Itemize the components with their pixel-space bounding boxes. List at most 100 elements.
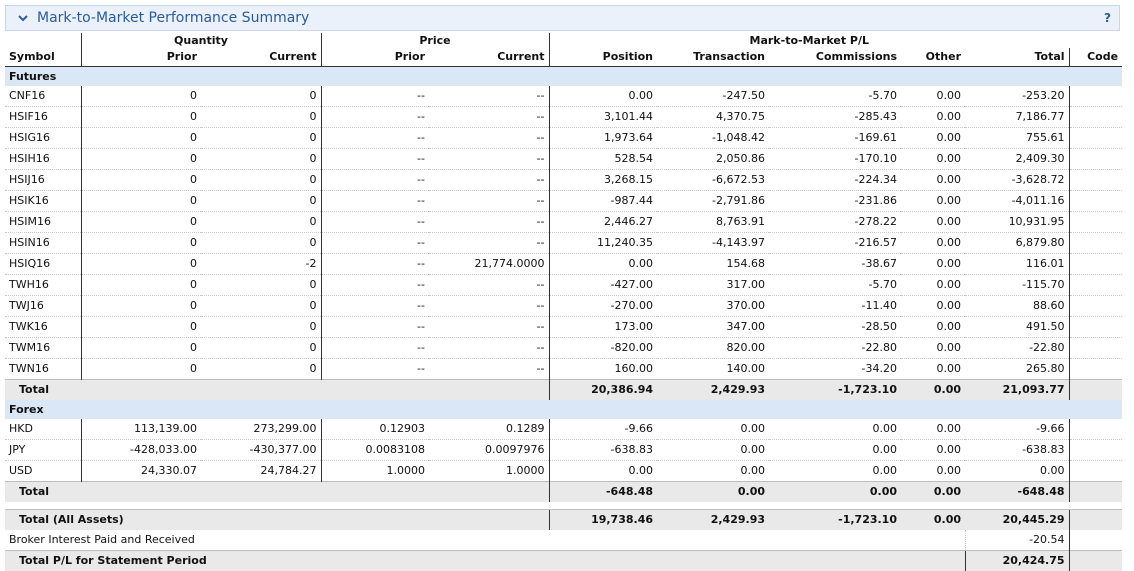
section-header: Futures [5, 66, 1122, 86]
table-cell: 0.00 [901, 190, 965, 211]
chevron-down-icon[interactable] [17, 12, 29, 24]
table-cell [1069, 337, 1122, 358]
table-cell: 0 [201, 232, 321, 253]
table-cell: 0 [201, 211, 321, 232]
table-cell: TWK16 [5, 316, 81, 337]
table-cell: 0 [201, 190, 321, 211]
table-cell: 1,973.64 [549, 127, 657, 148]
table-cell: 0.00 [769, 419, 901, 440]
table-cell: -- [429, 190, 549, 211]
table-cell: 0.00 [549, 86, 657, 107]
total-label: Total [5, 379, 549, 400]
table-cell: -4,011.16 [965, 190, 1069, 211]
table-cell: 6,879.80 [965, 232, 1069, 253]
table-cell: 0 [81, 358, 201, 379]
table-cell: 0.1289 [429, 419, 549, 440]
table-cell: 3,268.15 [549, 169, 657, 190]
table-cell: 0 [81, 211, 201, 232]
table-cell [1069, 274, 1122, 295]
table-cell: CNF16 [5, 86, 81, 107]
table-cell: 0 [201, 358, 321, 379]
table-cell: 0.00 [901, 460, 965, 481]
table-cell: -1,048.42 [657, 127, 769, 148]
col-price-prior: Prior [321, 48, 429, 66]
total-cell: -1,723.10 [769, 510, 901, 531]
table-cell: -6,672.53 [657, 169, 769, 190]
table-cell [1069, 127, 1122, 148]
table-cell: 370.00 [657, 295, 769, 316]
table-cell: -- [321, 337, 429, 358]
table-cell: 0 [201, 148, 321, 169]
col-symbol: Symbol [5, 48, 81, 66]
table-cell: -- [321, 190, 429, 211]
table-cell: -- [321, 358, 429, 379]
table-cell: -28.50 [769, 316, 901, 337]
table-cell: 0.00 [769, 460, 901, 481]
table-cell: 116.01 [965, 253, 1069, 274]
table-cell: -- [429, 106, 549, 127]
mtm-table: Quantity Price Mark-to-Market P/L Symbol… [5, 33, 1122, 571]
table-cell: 140.00 [657, 358, 769, 379]
price-group-header: Price [321, 33, 549, 48]
panel-header[interactable]: Mark-to-Market Performance Summary ? [5, 5, 1120, 31]
total-label: Total [5, 481, 549, 502]
broker-interest-row: Broker Interest Paid and Received-20.54 [5, 530, 1122, 551]
table-cell: -- [429, 211, 549, 232]
table-cell: -- [429, 169, 549, 190]
table-cell: -- [429, 148, 549, 169]
table-cell: HSIF16 [5, 106, 81, 127]
help-icon[interactable]: ? [1104, 11, 1111, 25]
table-cell: -- [321, 232, 429, 253]
table-cell: 0 [81, 295, 201, 316]
table-cell: 4,370.75 [657, 106, 769, 127]
table-cell [1069, 169, 1122, 190]
table-cell: -- [429, 316, 549, 337]
table-cell: USD [5, 460, 81, 481]
table-cell: -- [321, 253, 429, 274]
table-cell: -428,033.00 [81, 439, 201, 460]
table-cell: 10,931.95 [965, 211, 1069, 232]
table-cell: 3,101.44 [549, 106, 657, 127]
table-cell: -169.61 [769, 127, 901, 148]
table-cell: 0 [81, 148, 201, 169]
table-cell [1069, 253, 1122, 274]
table-cell: 113,139.00 [81, 419, 201, 440]
table-cell: 0 [81, 316, 201, 337]
table-cell: 0.00 [901, 439, 965, 460]
table-cell: 0.0083108 [321, 439, 429, 460]
table-cell: 0 [201, 316, 321, 337]
table-cell: -- [429, 295, 549, 316]
table-cell: 820.00 [657, 337, 769, 358]
table-cell: -22.80 [769, 337, 901, 358]
table-cell: 0 [201, 106, 321, 127]
table-cell: 0 [81, 86, 201, 107]
table-cell: 0 [201, 169, 321, 190]
total-cell: 2,429.93 [657, 510, 769, 531]
table-cell: TWH16 [5, 274, 81, 295]
table-cell: -638.83 [965, 439, 1069, 460]
table-cell [1069, 211, 1122, 232]
total-cell: 21,093.77 [965, 379, 1069, 400]
table-cell: -- [321, 106, 429, 127]
broker-interest-row-value: -20.54 [965, 530, 1069, 551]
table-cell: -2,791.86 [657, 190, 769, 211]
col-transaction: Transaction [657, 48, 769, 66]
table-cell: 0 [201, 274, 321, 295]
table-cell: 0 [201, 86, 321, 107]
table-cell [1069, 460, 1122, 481]
table-cell: 0.00 [901, 232, 965, 253]
table-cell: -270.00 [549, 295, 657, 316]
total-cell: 0.00 [901, 379, 965, 400]
table-cell: -4,143.97 [657, 232, 769, 253]
table-cell: 1.0000 [321, 460, 429, 481]
table-cell: -820.00 [549, 337, 657, 358]
table-cell: -9.66 [965, 419, 1069, 440]
table-cell: 0.0097976 [429, 439, 549, 460]
table-cell: -987.44 [549, 190, 657, 211]
